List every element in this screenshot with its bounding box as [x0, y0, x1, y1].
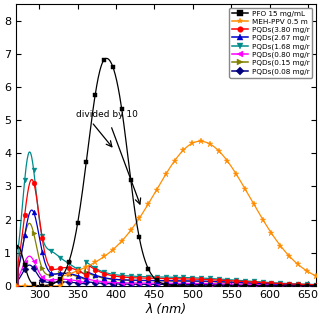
X-axis label: λ (nm): λ (nm)	[145, 303, 187, 316]
Legend: PFO 15 mg/mL, MEH-PPV 0.5 m, PQDs(3.80 mg/r, PQDs(2.67 mg/r, PQDs(1.68 mg/r, PQD: PFO 15 mg/mL, MEH-PPV 0.5 m, PQDs(3.80 m…	[229, 8, 312, 78]
Text: divided by 10: divided by 10	[76, 109, 138, 118]
